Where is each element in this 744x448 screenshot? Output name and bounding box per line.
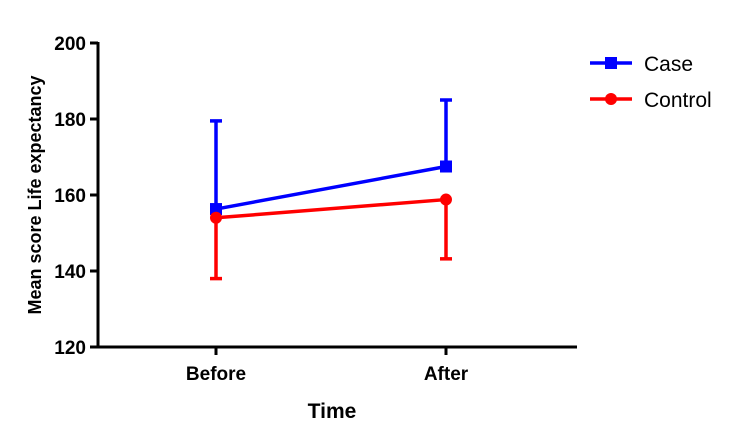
legend-label-control: Control — [644, 89, 712, 112]
y-axis-title: Mean score Life expectancy — [25, 75, 45, 314]
axes — [96, 42, 577, 349]
x-tick-label: After — [424, 364, 469, 385]
x-axis-title: Time — [308, 400, 357, 423]
control-data-point — [440, 193, 452, 206]
y-tick-label: 120 — [54, 338, 86, 359]
y-ticks: 120 140 160 180 200 — [54, 34, 98, 359]
legend: Case Control — [590, 53, 712, 112]
x-ticks: Before After — [186, 347, 469, 385]
case-series-line — [215, 164, 447, 211]
y-tick-label: 200 — [54, 34, 86, 55]
control-series-line — [215, 197, 447, 220]
y-tick-label: 160 — [54, 186, 86, 207]
series-case — [210, 98, 452, 216]
plot-area — [210, 98, 452, 281]
legend-item-control: Control — [590, 89, 712, 112]
y-tick-label: 180 — [54, 110, 86, 131]
case-data-point — [210, 203, 222, 216]
series-control — [210, 193, 452, 281]
x-tick-label: Before — [186, 364, 246, 385]
legend-label-case: Case — [644, 53, 693, 76]
y-tick-label: 140 — [54, 262, 86, 283]
legend-marker-control — [605, 93, 617, 105]
legend-marker-case — [605, 57, 617, 69]
control-data-point — [210, 211, 222, 224]
legend-item-case: Case — [590, 53, 693, 76]
case-data-point — [440, 160, 452, 173]
